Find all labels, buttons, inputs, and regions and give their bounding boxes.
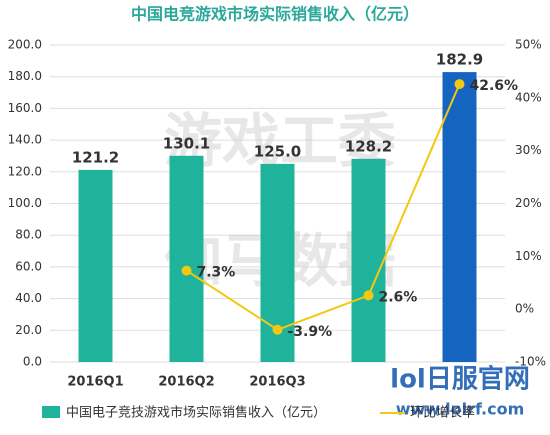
value-label: -3.9% [288, 324, 333, 340]
y-tick-label: 160.0 [8, 101, 42, 115]
legend-swatch [42, 406, 60, 418]
y-tick-label: 0.0 [23, 355, 42, 369]
y-tick-label: 180.0 [8, 69, 42, 83]
bar [169, 155, 204, 362]
line-point [272, 324, 283, 335]
y-tick-label: 60.0 [15, 259, 42, 273]
x-tick-label: 2016Q3 [249, 375, 305, 390]
watermark: lol日服官网 [390, 364, 530, 395]
y-tick-label: 140.0 [8, 133, 42, 147]
value-label: 182.9 [436, 51, 483, 69]
bar [351, 158, 386, 362]
value-label: 128.2 [345, 137, 392, 155]
y-tick-label: 100.0 [8, 196, 42, 210]
y2-tick-label: 30% [515, 143, 542, 157]
y2-tick-label: 20% [515, 196, 542, 210]
legend-label: 环比增长率 [410, 405, 475, 421]
y2-tick-label: 50% [515, 38, 542, 52]
y-tick-label: 20.0 [15, 323, 42, 337]
value-label: 42.6% [470, 78, 519, 94]
value-label: 130.1 [163, 134, 210, 152]
x-tick-label: 2016Q1 [67, 375, 123, 390]
line-point [363, 290, 374, 301]
y-tick-label: 80.0 [15, 228, 42, 242]
bar [442, 72, 477, 362]
chart-title: 中国电竞游戏市场实际销售收入（亿元） [131, 5, 419, 24]
line-point [181, 265, 192, 276]
y2-tick-label: -10% [515, 355, 546, 369]
value-label: 125.0 [254, 142, 301, 160]
line-point [454, 79, 465, 90]
line [185, 83, 461, 331]
y2-tick-label: 0% [515, 302, 534, 316]
y2-tick-label: 40% [515, 90, 542, 104]
y-tick-label: 200.0 [8, 38, 42, 52]
y-tick-label: 40.0 [15, 291, 42, 305]
legend-label: 中国电子竞技游戏市场实际销售收入（亿元） [66, 405, 326, 421]
y2-tick-label: 10% [515, 249, 542, 263]
value-label: 7.3% [197, 265, 236, 281]
value-label: 2.6% [379, 289, 418, 305]
watermark: www.lolrf.com [396, 400, 525, 419]
y-tick-label: 120.0 [8, 164, 42, 178]
bar [78, 169, 113, 362]
value-label: 121.2 [72, 148, 119, 166]
x-tick-label: 2016Q2 [158, 375, 214, 390]
